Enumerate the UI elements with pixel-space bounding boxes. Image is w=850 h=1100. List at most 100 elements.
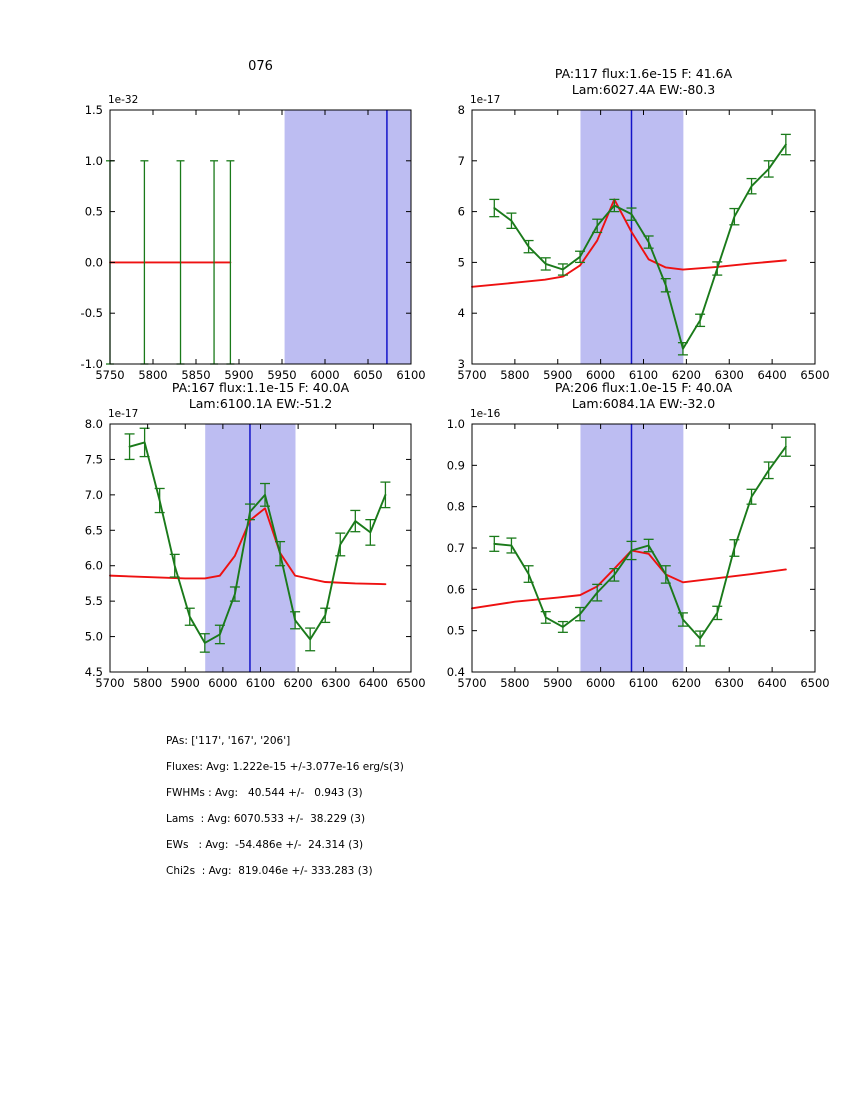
error-bar — [489, 535, 500, 552]
x-tick-label: 6000 — [208, 676, 237, 690]
error-bar — [210, 160, 219, 365]
error-bar — [226, 160, 235, 365]
y-tick-label: 0.6 — [447, 582, 465, 596]
error-bar — [592, 218, 603, 234]
x-tick-label: 6300 — [715, 676, 744, 690]
panel-subtitle: Lam:6100.1A EW:-51.2 — [189, 396, 332, 411]
spectrum-curve — [493, 445, 787, 640]
y-tick-label: 6.5 — [85, 523, 103, 537]
error-bar — [729, 207, 740, 226]
summary-line-fwhms: FWHMs : Avg: 40.544 +/- 0.943 (3) — [166, 787, 363, 799]
x-tick-label: 5700 — [457, 676, 486, 690]
error-bar — [575, 250, 586, 264]
y-tick-label: 0.0 — [85, 255, 103, 269]
error-bar — [139, 427, 150, 458]
wavelength-band-highlight — [284, 110, 411, 364]
error-bar — [557, 620, 568, 633]
y-tick-label: -0.5 — [81, 306, 103, 320]
x-tick-label: 6500 — [800, 676, 829, 690]
plot-background — [110, 110, 411, 364]
error-bar — [199, 633, 210, 653]
y-axis-offset-label: 1e-17 — [470, 94, 500, 106]
panel-title: PA:117 flux:1.6e-15 F: 41.6A — [555, 66, 733, 81]
error-bar — [260, 482, 271, 507]
error-bar — [214, 624, 225, 645]
y-tick-label: 3 — [458, 357, 465, 371]
error-bar — [677, 342, 688, 356]
x-tick-label: 5700 — [457, 368, 486, 382]
error-bar — [780, 436, 791, 457]
error-bar — [365, 519, 376, 546]
x-tick-label: 5900 — [171, 676, 200, 690]
wavelength-band-highlight — [580, 424, 684, 672]
x-tick-label: 5800 — [138, 368, 167, 382]
panel-subtitle: Lam:6027.4A EW:-80.3 — [572, 82, 715, 97]
x-tick-label: 6400 — [359, 676, 388, 690]
error-bar — [712, 261, 723, 276]
summary-statistics-block: PAs: ['117', '167', '206'] Fluxes: Avg: … — [166, 736, 586, 892]
error-bar — [712, 605, 723, 621]
summary-line-pas: PAs: ['117', '167', '206'] — [166, 735, 291, 747]
x-tick-label: 6050 — [353, 368, 382, 382]
x-tick-label: 5850 — [181, 368, 210, 382]
y-tick-label: 1.5 — [85, 103, 103, 117]
y-tick-label: 4.5 — [85, 665, 103, 679]
error-bar — [169, 553, 180, 578]
summary-line-ews: EWs : Avg: -54.486e +/- 24.314 (3) — [166, 839, 364, 851]
error-bar — [677, 612, 688, 627]
error-bar — [660, 278, 671, 293]
x-tick-label: 5900 — [543, 368, 572, 382]
x-tick-label: 6000 — [586, 368, 615, 382]
panel-title: PA:206 flux:1.0e-15 F: 40.0A — [555, 380, 733, 395]
error-bar — [626, 540, 637, 561]
error-bar — [523, 565, 534, 583]
y-tick-label: 8 — [458, 103, 465, 117]
x-tick-label: 6000 — [586, 676, 615, 690]
y-axis-offset-label: 1e-17 — [108, 408, 138, 420]
y-axis-offset-label: 1e-16 — [470, 408, 501, 420]
error-bar — [489, 198, 500, 218]
error-bar — [154, 487, 165, 514]
y-tick-label: 5.5 — [85, 594, 103, 608]
y-tick-label: 0.5 — [447, 624, 465, 638]
error-bar — [746, 177, 757, 195]
y-tick-label: 6.0 — [85, 559, 103, 573]
axis-frame — [109, 109, 412, 365]
y-tick-label: -1.0 — [81, 357, 103, 371]
error-bar — [780, 133, 791, 156]
x-tick-label: 5750 — [95, 368, 124, 382]
spectrum-curve — [493, 143, 787, 350]
x-tick-label: 6100 — [629, 368, 658, 382]
panel-title: 076 — [248, 59, 273, 74]
panel-subtitle: Lam:6084.1A EW:-32.0 — [572, 396, 715, 411]
error-bar — [176, 160, 185, 365]
axis-frame — [109, 423, 412, 673]
error-bar — [350, 509, 361, 533]
error-bar — [540, 257, 551, 271]
error-bar — [695, 630, 706, 647]
summary-line-lams: Lams : Avg: 6070.533 +/- 38.229 (3) — [166, 813, 366, 825]
error-bar — [506, 212, 517, 230]
error-bar — [305, 627, 316, 652]
plot-background — [472, 110, 815, 364]
error-bar — [643, 235, 654, 249]
x-tick-label: 5800 — [500, 368, 529, 382]
x-tick-label: 6400 — [757, 676, 786, 690]
y-tick-label: 6 — [458, 205, 465, 219]
error-bar — [140, 160, 149, 365]
x-tick-label: 6200 — [672, 676, 701, 690]
error-bar — [626, 207, 637, 221]
error-bar — [320, 607, 331, 624]
wavelength-band-highlight — [205, 424, 296, 672]
plot-background — [110, 424, 411, 672]
x-tick-label: 5700 — [95, 676, 124, 690]
error-bar — [643, 538, 654, 553]
error-bar — [729, 539, 740, 557]
x-tick-label: 6200 — [283, 676, 312, 690]
error-bar — [592, 583, 603, 602]
y-tick-label: 0.5 — [85, 205, 103, 219]
y-tick-label: 0.9 — [447, 458, 465, 472]
error-bar — [660, 565, 671, 584]
error-bar — [506, 537, 517, 554]
x-tick-label: 5800 — [133, 676, 162, 690]
